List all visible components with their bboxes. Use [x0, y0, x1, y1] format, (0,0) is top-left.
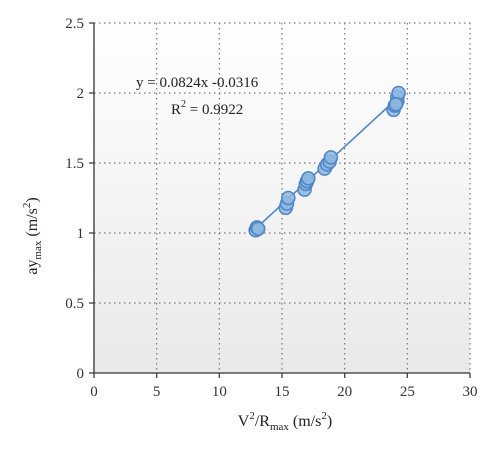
tick-labels: 0 5 10 15 20 25 30 0 0.5 1 1.5 2 2.5 — [65, 16, 477, 400]
x-tick-label: 20 — [337, 384, 352, 400]
x-tick-label: 0 — [90, 384, 98, 400]
x-tick-label: 15 — [275, 384, 290, 400]
y-tick-label: 1 — [77, 226, 85, 242]
y-tick-label: 2 — [77, 86, 85, 102]
x-tick-label: 30 — [463, 384, 478, 400]
r-squared-label: R2 = 0.9922 — [171, 99, 243, 118]
data-points — [248, 85, 406, 238]
y-tick-label: 0 — [77, 366, 85, 382]
data-point — [280, 190, 296, 206]
x-tick-label: 10 — [212, 384, 227, 400]
x-tick-label: 5 — [153, 384, 161, 400]
trendline-equation: y = 0.0824x -0.0316 — [136, 75, 259, 91]
data-point — [388, 96, 404, 112]
data-point — [250, 221, 266, 237]
x-axis-title: V2/Rmax (m/s2) — [238, 410, 332, 433]
y-tick-label: 0.5 — [65, 296, 84, 312]
y-axis-title: aymax (m/s2) — [21, 197, 44, 274]
data-point — [301, 171, 316, 186]
x-tick-label: 25 — [400, 384, 415, 400]
y-tick-label: 2.5 — [65, 16, 84, 32]
data-point — [323, 150, 339, 165]
y-tick-label: 1.5 — [65, 156, 84, 172]
